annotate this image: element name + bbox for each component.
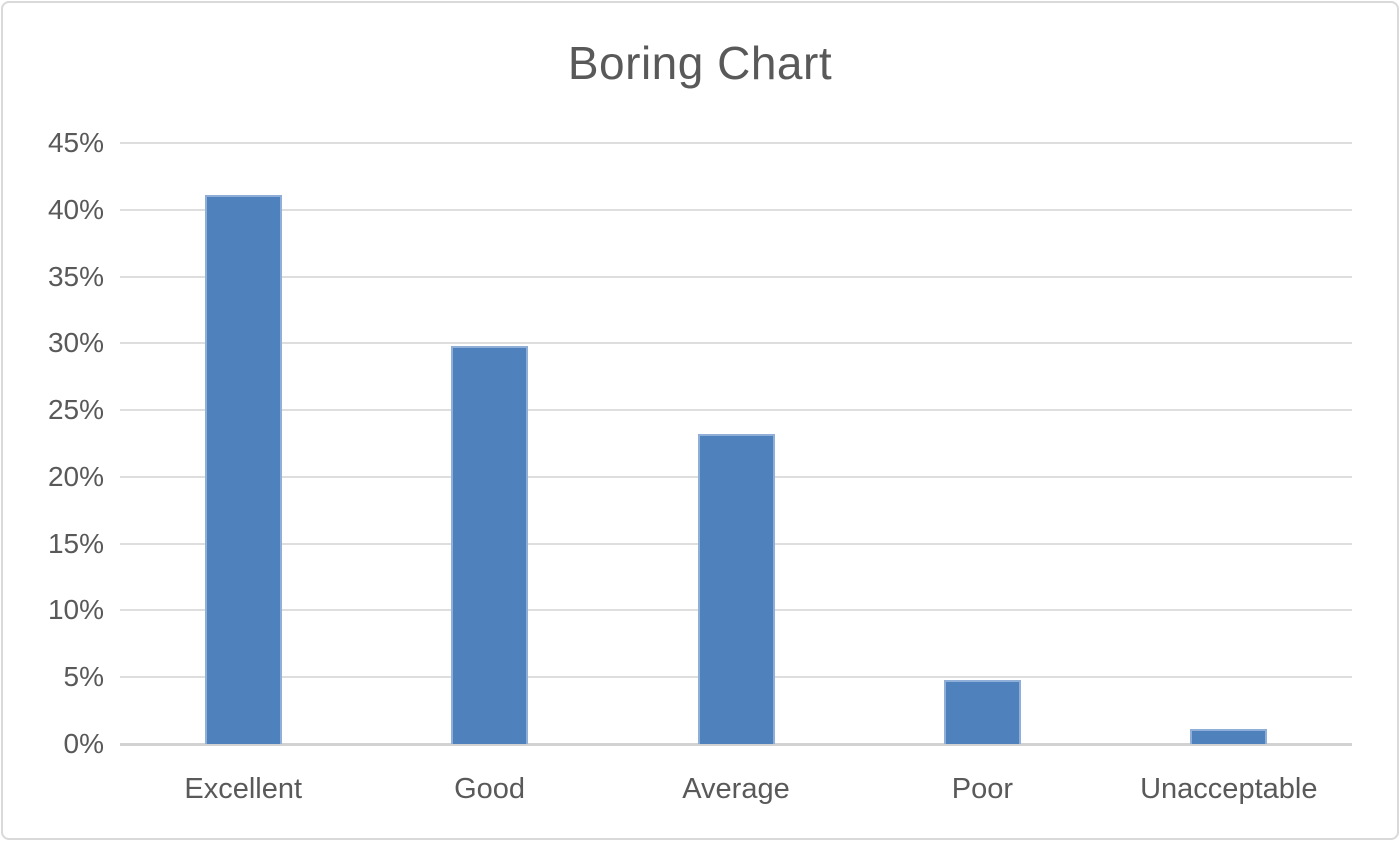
x-category-label: Poor [951, 773, 1014, 805]
y-tick-label: 10% [47, 594, 104, 626]
gridline [120, 275, 1352, 278]
gridline [120, 142, 1352, 144]
y-tick-label: 45% [47, 127, 104, 158]
chart-title: Boring Chart [567, 37, 833, 89]
x-category-label: Good [454, 773, 526, 805]
bar-average [697, 434, 775, 744]
y-tick-label: 25% [47, 394, 104, 426]
gridline [120, 208, 1352, 211]
y-tick-label: 35% [47, 260, 104, 292]
bar-unacceptable [1190, 729, 1268, 744]
gridline [120, 409, 1352, 412]
y-tick-label: 30% [47, 327, 104, 359]
y-tick-label: 40% [47, 193, 104, 225]
x-category-label: Average [682, 773, 790, 805]
bar-excellent [204, 195, 282, 744]
y-tick-label: 15% [47, 527, 104, 559]
x-category-label: Excellent [184, 773, 303, 805]
y-tick-label: 0% [63, 728, 104, 759]
x-axis-line [120, 743, 1352, 746]
y-tick-label: 5% [63, 661, 104, 693]
bar-poor [943, 679, 1021, 744]
bar-good [451, 346, 529, 744]
y-tick-label: 20% [47, 460, 104, 492]
gridline [120, 342, 1352, 345]
x-category-label: Unacceptable [1140, 773, 1318, 805]
